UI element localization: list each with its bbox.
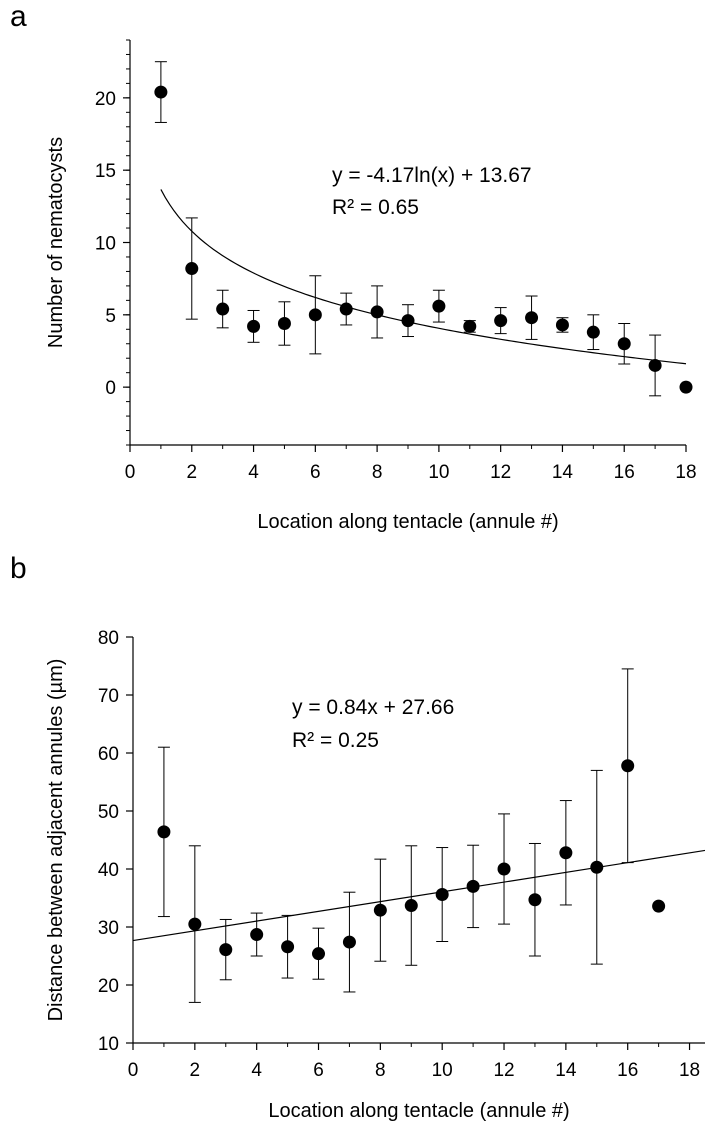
chart-a-data-point — [525, 311, 539, 325]
chart-a-data-point — [308, 308, 322, 322]
chart-a-data-point — [648, 358, 662, 372]
chart-a-data-point — [586, 325, 600, 339]
chart-b-x-tick-label: 2 — [190, 1060, 201, 1081]
chart-a-data-point — [401, 314, 415, 328]
chart-a-y-tick-label: 0 — [105, 378, 116, 399]
chart-b-data-point — [250, 928, 264, 942]
chart-a-trend-r2: R² = 0.65 — [332, 196, 419, 219]
chart-b-data-point — [652, 899, 666, 913]
chart-a-y-tick-label: 10 — [95, 234, 116, 255]
chart-a-x-tick-label: 8 — [372, 462, 383, 483]
chart-a-x-tick-label: 16 — [614, 462, 635, 483]
chart-b-data-point — [466, 879, 480, 893]
chart-b-x-tick-label: 0 — [128, 1060, 139, 1081]
chart-b-data-point — [559, 846, 573, 860]
chart-a-data-point — [370, 305, 384, 319]
chart-b-y-tick-label: 70 — [98, 686, 119, 707]
chart-a-x-tick-label: 0 — [125, 462, 136, 483]
chart-b-data-point — [435, 888, 449, 902]
chart-a-data-point — [555, 318, 569, 332]
chart-a-x-tick-label: 6 — [310, 462, 321, 483]
chart-b-trend-equation: y = 0.84x + 27.66 — [292, 696, 454, 719]
chart-b-y-tick-label: 60 — [98, 744, 119, 765]
chart-b-data-point — [281, 940, 295, 954]
chart-b-x-axis-title: Location along tentacle (annule #) — [268, 1100, 569, 1122]
chart-b-y-tick-label: 50 — [98, 802, 119, 823]
chart-a-data-point — [339, 302, 353, 316]
chart-a-data-point — [463, 319, 477, 333]
chart-a-data-point — [617, 337, 631, 351]
chart-b-x-tick-label: 14 — [555, 1060, 577, 1081]
chart-a-y-tick-label: 15 — [95, 161, 116, 182]
chart-a-y-tick-label: 5 — [105, 306, 116, 327]
chart-b-data-point — [157, 825, 171, 839]
chart-b-y-tick-label: 10 — [98, 1034, 119, 1055]
chart-b-data-point — [373, 903, 387, 917]
chart-a: 0 5 10 15 20 0 2 4 6 8 10 12 14 16 18 Location along te… — [45, 39, 697, 533]
chart-a-data-point — [216, 302, 230, 316]
chart-b-trend-r2: R² = 0.25 — [292, 729, 379, 752]
chart-b-y-tick-label: 40 — [98, 860, 119, 881]
chart-a-data-point — [154, 85, 168, 99]
chart-b-data-point — [188, 917, 202, 931]
chart-b-x-tick-label: 4 — [251, 1060, 262, 1081]
chart-a-y-tick-label: 20 — [95, 89, 116, 110]
chart-a-x-tick-label: 2 — [186, 462, 197, 483]
chart-b-data-point — [528, 893, 542, 907]
chart-a-x-tick-label: 14 — [552, 462, 574, 483]
chart-a-x-tick-label: 10 — [428, 462, 449, 483]
chart-a-data-point — [185, 262, 199, 276]
chart-b-y-tick-label: 30 — [98, 918, 119, 939]
chart-b-y-tick-label: 80 — [98, 628, 119, 649]
chart-b-x-tick-label: 16 — [617, 1060, 638, 1081]
chart-a-x-tick-label: 4 — [248, 462, 259, 483]
chart-b-data-point — [590, 860, 604, 874]
chart-b-x-tick-label: 10 — [432, 1060, 453, 1081]
chart-b-data-point — [404, 899, 418, 913]
chart-a-trend-equation: y = -4.17ln(x) + 13.67 — [332, 164, 532, 187]
chart-a-data-point — [247, 319, 261, 333]
chart-b-y-tick-label: 20 — [98, 976, 119, 997]
chart-b-x-tick-label: 6 — [313, 1060, 324, 1081]
chart-a-data-point — [277, 317, 291, 330]
panel-b-letter: b — [10, 552, 27, 585]
chart-b-x-tick-label: 8 — [375, 1060, 386, 1081]
chart-b-trendline — [132, 849, 705, 942]
chart-b-data-point — [342, 935, 356, 949]
chart-a-x-tick-label: 18 — [675, 462, 696, 483]
chart-a-data-point — [679, 380, 693, 394]
chart-a-trendline — [160, 189, 687, 365]
chart-b-x-tick-label: 18 — [679, 1060, 700, 1081]
chart-b-data-point — [497, 862, 511, 876]
chart-a-y-axis-title: Number of nematocysts — [45, 137, 67, 348]
chart-b-x-tick-label: 12 — [493, 1060, 514, 1081]
chart-a-x-axis-title: Location along tentacle (annule #) — [257, 511, 558, 533]
chart-b-data-point — [621, 759, 635, 773]
chart-a-x-tick-label: 12 — [490, 462, 511, 483]
chart-b-data-point — [312, 947, 326, 961]
panel-a-letter: a — [10, 0, 27, 33]
chart-b-data-point — [219, 943, 233, 957]
chart-b-y-axis-title: Distance between adjacent annules (µm) — [45, 659, 67, 1022]
chart-a-data-point — [494, 314, 508, 328]
chart-a-data-point — [432, 299, 446, 313]
